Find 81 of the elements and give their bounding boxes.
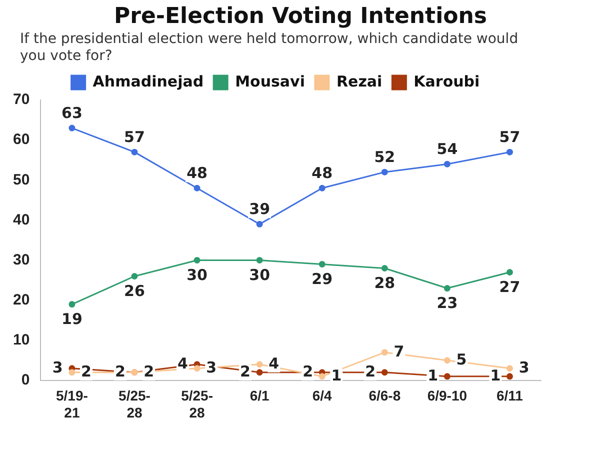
data-label: 26 — [124, 282, 145, 300]
point — [506, 148, 513, 156]
data-label: 57 — [499, 128, 520, 146]
data-label: 1 — [331, 366, 342, 384]
data-label: 54 — [436, 140, 458, 158]
point — [194, 184, 200, 192]
point — [381, 349, 388, 356]
data-label: 4 — [177, 354, 188, 372]
x-tick-label: 6/4 — [312, 388, 332, 404]
y-tick-label: 20 — [12, 291, 30, 308]
x-tick-label: 5/25-28 — [181, 388, 214, 420]
data-label: 30 — [249, 266, 270, 284]
data-label: 2 — [302, 362, 314, 380]
y-tick-label: 0 — [21, 372, 30, 389]
data-label: 1 — [490, 366, 501, 384]
point — [444, 160, 450, 168]
data-label: 19 — [62, 310, 82, 328]
y-tick-label: 30 — [12, 251, 30, 268]
point — [318, 373, 326, 380]
y-tick-label: 70 — [12, 91, 30, 108]
point — [68, 301, 76, 308]
data-label: 48 — [312, 164, 333, 182]
data-label: 1 — [428, 366, 438, 384]
legend-label: Rezai — [336, 72, 382, 90]
x-tick-label: 6/1 — [250, 388, 270, 404]
data-label: 2 — [114, 362, 126, 380]
point — [381, 264, 388, 272]
data-label: 5 — [456, 350, 467, 368]
x-tick-label: 6/11 — [496, 388, 524, 404]
data-label: 30 — [186, 266, 208, 284]
point — [68, 124, 76, 132]
point — [444, 373, 450, 380]
data-label: 7 — [394, 342, 404, 360]
y-tick-label: 40 — [12, 211, 30, 228]
legend-label: Karoubi — [414, 72, 480, 90]
point — [194, 365, 200, 372]
data-label: 3 — [206, 358, 217, 376]
point — [444, 357, 450, 364]
point — [131, 148, 138, 156]
point — [318, 260, 326, 268]
data-label: 52 — [374, 148, 396, 166]
y-tick-label: 50 — [12, 171, 30, 188]
y-tick-label: 60 — [12, 131, 30, 148]
chart-title: Pre-Election Voting Intentions — [113, 4, 488, 29]
data-label: 3 — [518, 358, 530, 376]
data-label: 63 — [62, 104, 82, 122]
point — [381, 369, 388, 376]
data-label: 3 — [52, 358, 63, 376]
point — [256, 220, 263, 228]
legend-label: Mousavi — [235, 72, 305, 90]
data-label: 2 — [81, 362, 92, 380]
point — [381, 168, 388, 176]
x-tick-label: 5/19-21 — [56, 388, 88, 420]
point — [68, 369, 76, 376]
y-tick-label: 10 — [12, 331, 30, 348]
chart-subtitle: If the presidential election were held tomorrow, which candidate would you vote for? — [20, 31, 520, 65]
data-label: 2 — [365, 362, 376, 380]
point — [194, 256, 200, 264]
point — [131, 273, 138, 280]
point — [506, 373, 513, 380]
x-tick-label: 5/25-28 — [118, 388, 151, 420]
data-label: 39 — [249, 200, 270, 218]
data-label: 29 — [312, 270, 333, 288]
x-tick-label: 6/9-10 — [427, 388, 468, 404]
data-label: 27 — [499, 278, 520, 296]
data-label: 2 — [240, 362, 250, 380]
data-label: 57 — [124, 128, 145, 146]
x-tick-label: 6/6-8 — [368, 388, 401, 404]
data-label: 4 — [268, 354, 280, 372]
point — [256, 369, 263, 376]
point — [256, 256, 263, 264]
legend-label: Ahmadinejad — [92, 72, 204, 90]
data-label: 48 — [186, 164, 208, 182]
data-label: 2 — [144, 362, 154, 380]
point — [318, 184, 326, 192]
data-label: 28 — [374, 274, 396, 292]
data-label: 23 — [436, 294, 458, 312]
point — [444, 285, 450, 292]
point — [256, 361, 263, 368]
point — [506, 365, 513, 372]
point — [506, 268, 513, 276]
